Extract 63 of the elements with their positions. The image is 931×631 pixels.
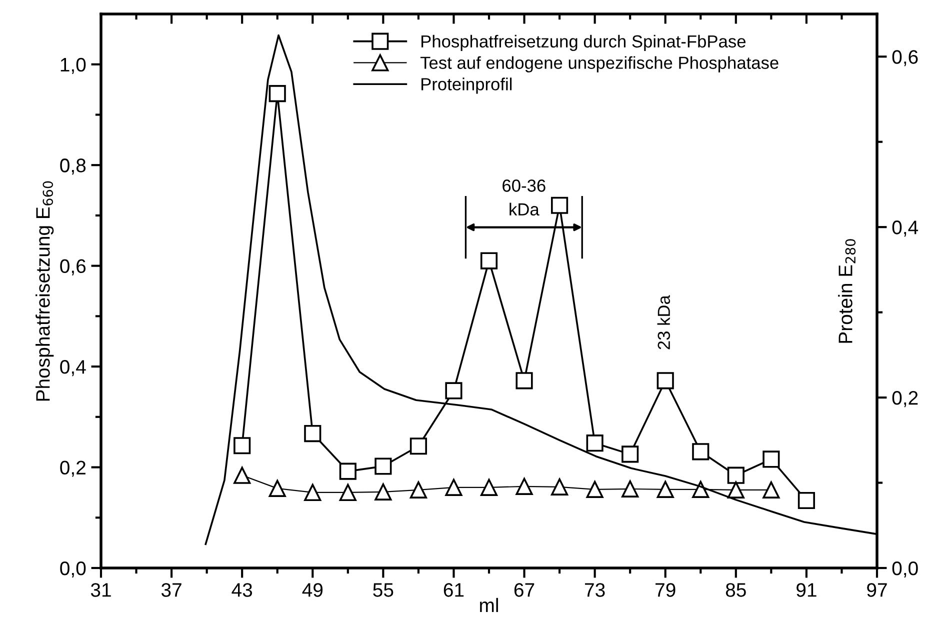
point	[374, 458, 392, 475]
x-tick-label: 79	[656, 583, 676, 597]
point	[268, 85, 286, 102]
point	[692, 480, 710, 498]
x-tick-label: 85	[726, 583, 746, 597]
point	[727, 481, 744, 498]
x-tick-label: 43	[232, 583, 252, 597]
y-tick-label: 0,6	[60, 259, 86, 276]
y-tick-label: 1,0	[60, 58, 86, 74]
y-tick-label: 0,8	[60, 158, 86, 175]
point	[268, 480, 286, 497]
legend-label: Test auf endogene unspezifische Phosphatase	[420, 56, 778, 72]
point	[234, 437, 251, 454]
x-tick-label: 61	[444, 583, 464, 597]
y2-tick-label: 0,6	[892, 50, 918, 66]
point	[516, 478, 533, 495]
x-axis-title: ml	[480, 598, 498, 612]
point	[410, 438, 427, 455]
y2-tick-label: 0,2	[892, 391, 918, 408]
point	[692, 443, 710, 460]
point	[480, 252, 498, 270]
point	[339, 484, 356, 501]
legend-label: Proteinprofil	[422, 78, 512, 94]
point	[516, 372, 533, 390]
point	[445, 478, 462, 496]
point	[339, 462, 356, 480]
point	[234, 466, 251, 484]
y-tick-label: 0,2	[60, 460, 86, 477]
x-tick-label: 55	[373, 583, 394, 597]
x-tick-label: 37	[161, 583, 182, 597]
point	[656, 480, 674, 498]
annotation: 23 kDa	[657, 295, 670, 350]
point	[480, 478, 498, 496]
x-tick-label: 67	[514, 583, 534, 597]
point	[798, 492, 815, 510]
point	[727, 466, 744, 484]
point	[551, 478, 568, 496]
y2-tick-label: 0,4	[892, 220, 918, 237]
y2-axis-title: Protein E$_{280}$	[838, 239, 856, 343]
point	[374, 483, 392, 500]
point	[445, 382, 462, 400]
point	[410, 481, 427, 498]
point	[586, 434, 604, 452]
point	[622, 480, 639, 498]
point	[304, 484, 322, 501]
y-tick-label: 0,4	[60, 360, 86, 376]
x-tick-label: 31	[90, 583, 111, 597]
y-tick-label: 0,0	[60, 561, 86, 578]
legend-label: Phosphatfreisetzung durch Spinat-FbPase	[422, 34, 746, 52]
point	[762, 450, 780, 468]
y-axis-title: Phosphatfreisetzung E$_{660}$	[36, 181, 54, 401]
x-tick-label: 91	[796, 583, 816, 597]
x-tick-label: 73	[585, 583, 605, 597]
x-tick-label: 49	[302, 583, 323, 597]
point	[551, 196, 568, 214]
point	[586, 480, 604, 498]
annotation: 60-36 kDa	[502, 180, 546, 216]
point	[762, 481, 780, 498]
x-tick-label: 97	[867, 583, 887, 597]
y2-tick-label: 0,0	[892, 561, 918, 578]
point	[622, 446, 639, 463]
point	[656, 372, 674, 390]
point	[304, 424, 322, 442]
